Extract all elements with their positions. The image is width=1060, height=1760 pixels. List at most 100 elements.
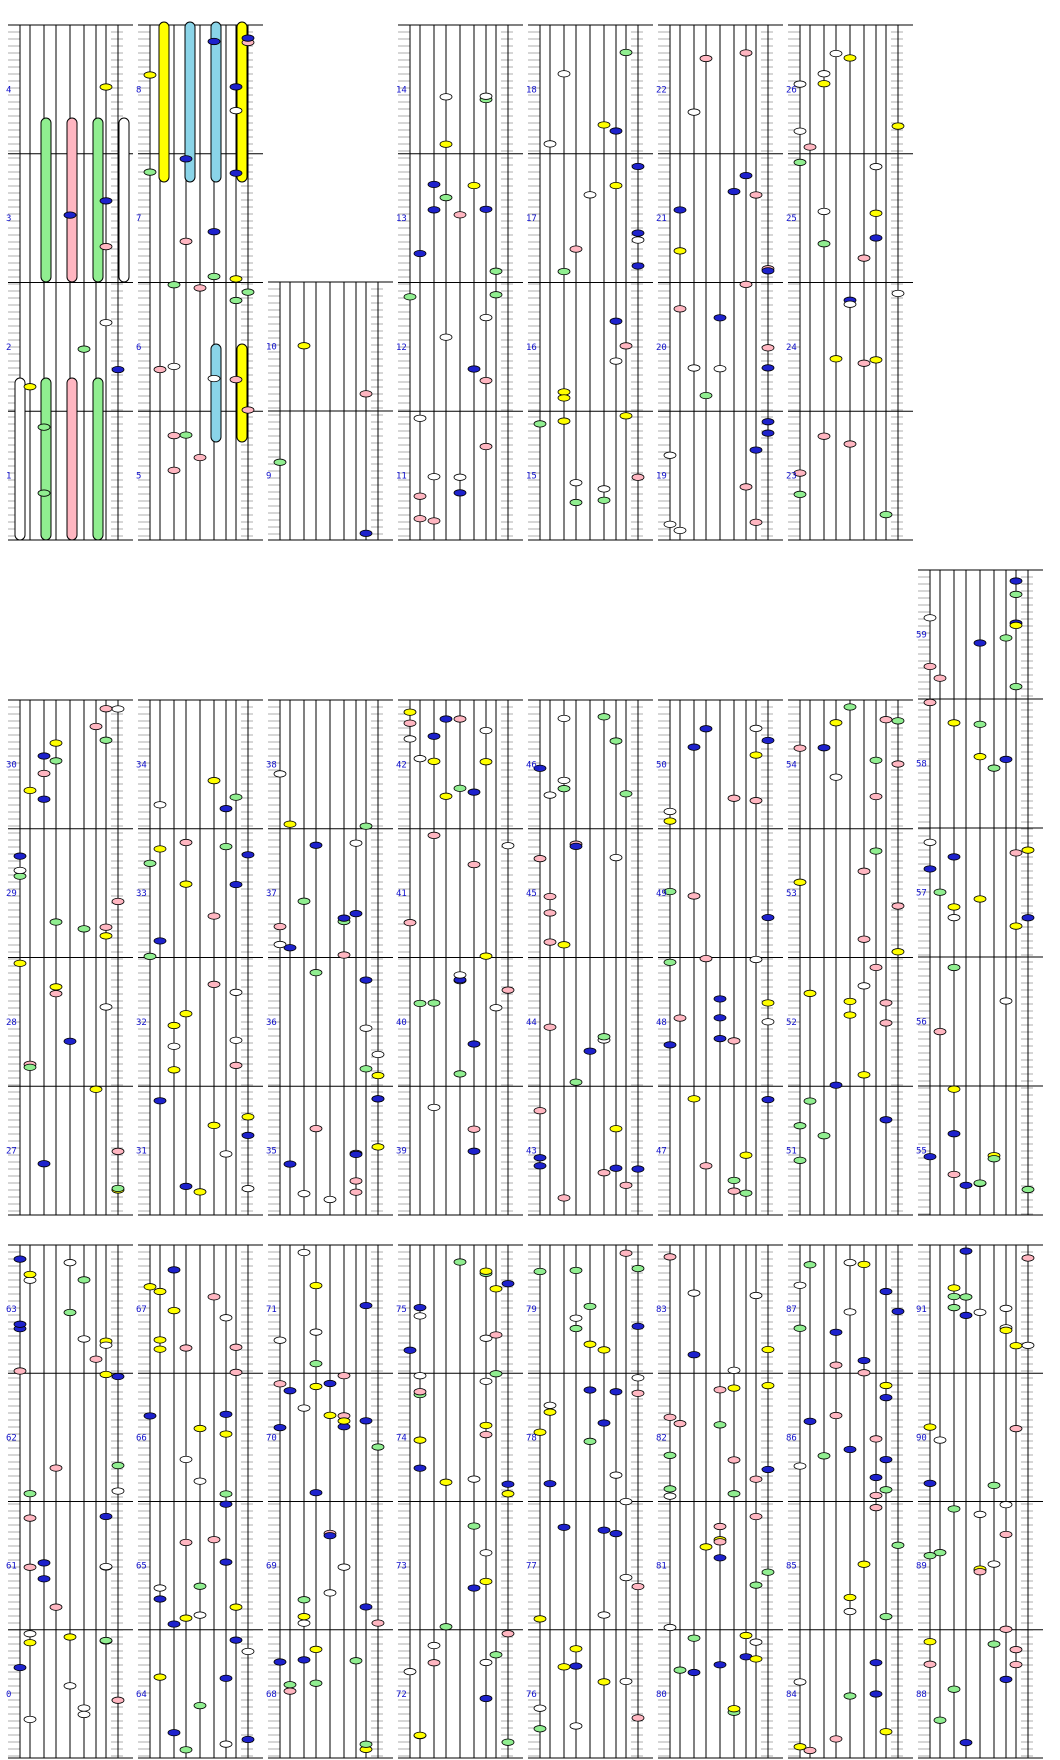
sustain-bar [184,21,196,183]
note-head [111,1147,125,1155]
note-head [13,1255,27,1263]
note-head [193,1701,207,1710]
note-head [427,757,441,765]
note-head [153,1673,167,1681]
note-head [501,842,515,850]
note-head [569,1266,583,1275]
note-head [241,1185,255,1193]
note-head [533,1725,547,1733]
note-head [229,296,243,305]
note-head [359,822,373,830]
note-head [869,963,883,972]
note-head [673,526,687,535]
note-head [713,995,727,1003]
note-head [739,1189,753,1197]
note-head [959,1739,973,1747]
measure-number: 31 [136,1147,147,1157]
note-head [297,1619,311,1627]
note-head [663,887,677,896]
note-head [427,732,441,740]
note-head [309,969,323,977]
note-head [713,1522,727,1531]
note-head [37,795,51,803]
note-head [413,1372,427,1380]
note-head [663,451,677,459]
note-head [749,797,763,805]
note-head [761,913,775,922]
note-head [699,1162,713,1170]
note-head [923,1552,937,1560]
note-head [619,1181,633,1189]
note-head [111,1696,125,1704]
ledger-lines [8,24,1033,1757]
note-head [761,418,775,426]
note-head [153,1345,167,1353]
note-head [583,1386,597,1394]
note-head [959,1247,973,1255]
note-head [403,1346,417,1354]
note-head [923,614,937,622]
note-head [713,1014,727,1022]
note-head [739,280,753,289]
note-head [879,1116,893,1124]
note-head [557,776,571,785]
note-head [687,743,701,751]
note-head [403,1668,417,1676]
note-head [843,440,857,448]
sustain-bar [236,343,248,443]
note-head [687,108,701,116]
note-head [207,37,221,46]
note-head [933,888,947,896]
note-head [597,1526,611,1534]
note-head [557,941,571,949]
note-head [597,1611,611,1619]
note-head [687,892,701,900]
note-head [583,1340,597,1348]
note-head [869,1659,883,1667]
note-head [23,1639,37,1647]
note-head [167,1066,181,1074]
note-head [99,705,113,713]
note-head [533,764,547,772]
note-head [179,1455,193,1464]
note-head [869,1473,883,1482]
note-head [749,191,763,199]
measure-number: 61 [6,1562,17,1572]
note-head [439,1478,453,1486]
measure-number: 12 [396,343,407,353]
note-head [923,1153,937,1161]
note-head [13,1367,27,1375]
note-head [99,197,113,205]
note-head [947,1292,961,1301]
note-head [297,1656,311,1664]
note-head [619,1497,633,1506]
note-head [193,1424,207,1433]
note-head [557,70,571,78]
note-head [143,952,157,960]
note-head [803,989,817,997]
measure-number: 69 [266,1562,277,1572]
note-head [179,1746,193,1754]
note-head [241,34,255,42]
note-head [869,1491,883,1500]
note-head [749,1655,763,1663]
note-head [713,1661,727,1669]
note-head [817,70,831,78]
measure-number: 29 [6,889,17,899]
note-head [843,1593,857,1602]
note-head [77,925,91,933]
note-head [1009,682,1023,691]
note-head [663,1623,677,1632]
note-head [413,1388,427,1396]
note-head [879,716,893,724]
note-head [999,1501,1013,1509]
note-head [533,1428,547,1436]
measure-number: 82 [656,1433,667,1443]
note-head [933,1028,947,1036]
note-head [619,48,633,57]
note-head [479,952,493,960]
note-head [143,168,157,176]
note-head [947,719,961,727]
note-head [569,245,583,253]
